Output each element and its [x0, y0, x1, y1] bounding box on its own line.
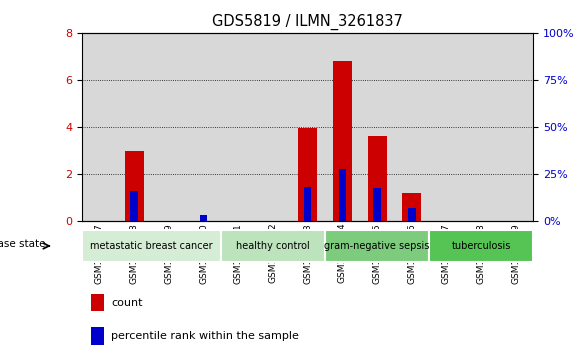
Bar [91, 294, 104, 311]
Bar [333, 61, 352, 221]
Bar [464, 33, 499, 221]
Bar [130, 191, 138, 221]
Title: GDS5819 / ILMN_3261837: GDS5819 / ILMN_3261837 [212, 14, 403, 30]
Bar [221, 33, 255, 221]
Bar [82, 33, 117, 221]
Bar [298, 128, 317, 221]
Bar [200, 215, 207, 221]
Text: disease state: disease state [0, 239, 45, 249]
Bar [255, 33, 290, 221]
Bar [304, 187, 312, 221]
Bar [394, 33, 429, 221]
Bar [186, 33, 221, 221]
Bar [373, 188, 381, 221]
Bar [325, 33, 360, 221]
Bar [429, 230, 533, 262]
Bar [499, 33, 533, 221]
Bar [290, 33, 325, 221]
Text: gram-negative sepsis: gram-negative sepsis [325, 241, 430, 251]
Text: percentile rank within the sample: percentile rank within the sample [111, 331, 299, 341]
Bar [367, 136, 387, 221]
Bar [325, 230, 429, 262]
Bar [360, 33, 394, 221]
Bar [408, 208, 415, 221]
Bar [151, 33, 186, 221]
Bar [221, 230, 325, 262]
Text: tuberculosis: tuberculosis [451, 241, 511, 251]
Bar [125, 151, 144, 221]
Bar [402, 193, 421, 221]
Bar [82, 230, 221, 262]
Bar [429, 33, 464, 221]
Bar [117, 33, 151, 221]
Bar [91, 327, 104, 345]
Text: healthy control: healthy control [236, 241, 310, 251]
Text: metastatic breast cancer: metastatic breast cancer [90, 241, 213, 251]
Text: count: count [111, 298, 143, 308]
Bar [339, 168, 346, 221]
